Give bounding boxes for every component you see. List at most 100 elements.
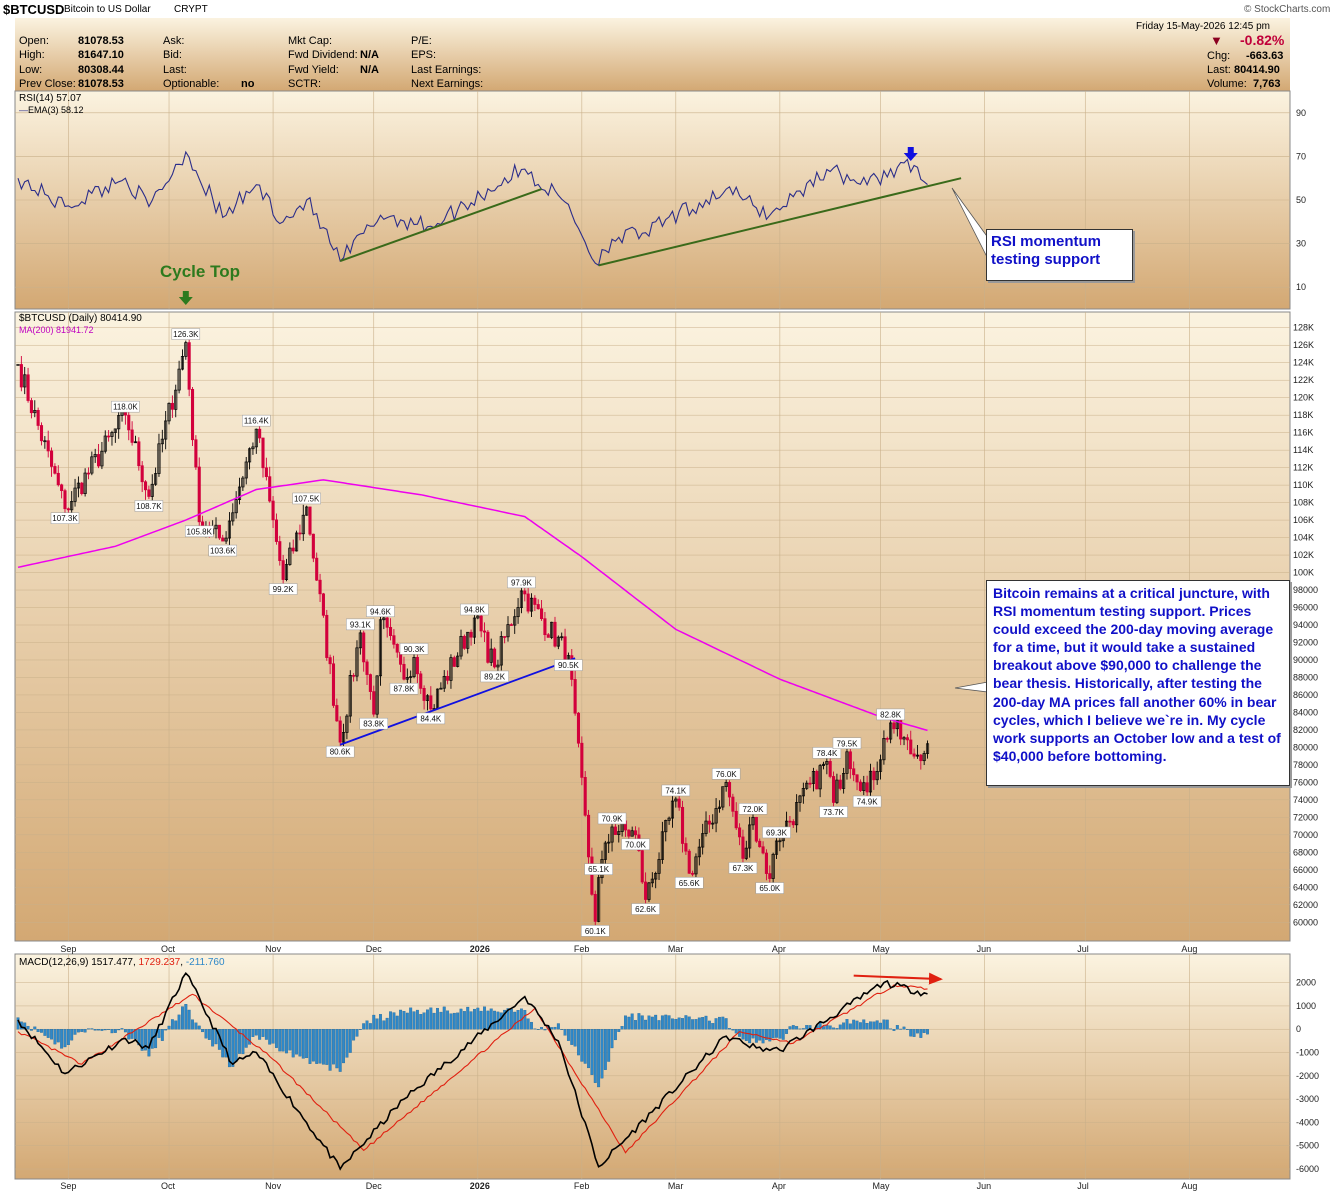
- macd-histogram-bar: [748, 1029, 752, 1044]
- macd-histogram-bar: [885, 1019, 889, 1030]
- swing-label-box: [399, 643, 429, 655]
- swing-label: 65.0K: [759, 884, 781, 893]
- macd-histogram-bar: [117, 1029, 121, 1031]
- candle-body: [922, 753, 926, 762]
- rsi-tick-label: 50: [1296, 195, 1306, 205]
- macd-histogram-bar: [298, 1029, 302, 1057]
- price-tick-label: 116K: [1293, 428, 1313, 438]
- macd-histogram-bar: [922, 1029, 926, 1033]
- macd-histogram-bar: [647, 1015, 651, 1030]
- swing-label-box: [631, 903, 660, 915]
- macd-histogram-bar: [194, 1022, 198, 1030]
- macd-histogram-bar: [295, 1029, 299, 1055]
- swing-label-box: [366, 605, 395, 618]
- price-tick-label: 98000: [1293, 585, 1318, 595]
- macd-histogram-bar: [432, 1012, 436, 1030]
- month-tick-label: 2026: [470, 944, 490, 954]
- macd-histogram-bar: [93, 1029, 97, 1031]
- candle-body: [295, 532, 299, 552]
- macd-histogram-bar: [493, 1010, 497, 1030]
- optionable-label: Optionable:: [163, 78, 220, 90]
- low-value: 80308.44: [78, 64, 124, 76]
- candle-body: [117, 415, 121, 430]
- macd-histogram-bar: [157, 1029, 161, 1038]
- candle-body: [862, 782, 866, 791]
- swing-label-box: [674, 877, 704, 889]
- swing-label: 105.8K: [187, 527, 213, 536]
- macd-histogram-bar: [634, 1020, 637, 1030]
- macd-histogram-bar: [573, 1029, 577, 1047]
- candle-body: [368, 674, 372, 692]
- macd-histogram-bar: [261, 1029, 265, 1037]
- macd-histogram-bar: [832, 1027, 836, 1030]
- candle-body: [157, 443, 161, 474]
- price-tick-label: 92000: [1293, 637, 1318, 647]
- month-tick-label: Sep: [60, 1181, 76, 1191]
- macd-histogram-bar: [238, 1029, 241, 1054]
- macd-histogram-bar: [580, 1029, 584, 1062]
- candle-body: [452, 657, 456, 667]
- macd-histogram-bar: [637, 1013, 641, 1030]
- candle-body: [610, 826, 614, 843]
- macd-legend-label: MACD(12,26,9): [19, 957, 89, 968]
- macd-histogram-bar: [241, 1029, 245, 1055]
- candle-body: [748, 824, 752, 849]
- rsi-tick-label: 10: [1296, 282, 1306, 292]
- candle-body: [915, 754, 920, 757]
- month-tick-label: Jul: [1077, 944, 1089, 954]
- macd-histogram-bar: [909, 1029, 913, 1037]
- swing-label: 65.1K: [588, 865, 610, 874]
- macd-histogram-bar: [311, 1029, 315, 1062]
- macd-histogram-bar: [627, 1016, 631, 1030]
- candle-body: [96, 454, 101, 467]
- swing-label-box: [852, 795, 882, 808]
- candle-body: [375, 675, 379, 715]
- swing-label-box: [711, 768, 741, 780]
- candle-body: [90, 456, 94, 474]
- price-tick-label: 70000: [1293, 830, 1318, 840]
- candle-body: [805, 782, 809, 789]
- swing-label-box: [346, 618, 375, 631]
- candle-body: [315, 557, 319, 581]
- candle-body: [415, 656, 419, 675]
- macd-histogram-bar: [613, 1029, 617, 1041]
- macd-histogram-bar: [741, 1029, 745, 1040]
- ema-legend-text: EMA(3) 58.12: [28, 105, 84, 115]
- down-triangle-icon: ▼: [1210, 33, 1223, 48]
- macd-histogram-bar: [446, 1010, 450, 1030]
- macd-histogram-bar: [560, 1029, 564, 1030]
- month-tick-label: Feb: [574, 944, 590, 954]
- mkt-cap-label: Mkt Cap:: [288, 35, 333, 47]
- macd-histogram-bar: [274, 1029, 278, 1048]
- candle-body: [704, 820, 708, 834]
- candle-body: [751, 816, 755, 826]
- macd-histogram-bar: [660, 1015, 664, 1030]
- cycle-top-arrow-icon: [178, 291, 193, 305]
- candle-body: [540, 608, 544, 620]
- macd-histogram-bar: [258, 1029, 262, 1040]
- candle-body: [127, 414, 131, 431]
- macd-histogram-bar: [681, 1018, 684, 1030]
- macd-histogram-bar: [288, 1029, 292, 1051]
- macd-histogram-bar: [459, 1008, 463, 1030]
- month-tick-label: Dec: [366, 1181, 383, 1191]
- volume-label: Volume:: [1207, 78, 1247, 90]
- swing-label-box: [480, 670, 509, 683]
- macd-histogram-bar: [788, 1026, 792, 1030]
- candle-body: [738, 827, 742, 838]
- macd-histogram-bar: [593, 1029, 597, 1083]
- macd-histogram-bar: [566, 1029, 570, 1041]
- price-tick-label: 90000: [1293, 655, 1318, 665]
- candle-body: [46, 440, 50, 452]
- macd-histogram-bar: [892, 1029, 896, 1031]
- candle-body: [576, 712, 581, 744]
- candle-body: [456, 655, 460, 667]
- candle-body: [580, 742, 584, 778]
- candle-body: [734, 810, 738, 829]
- last-right-value: 80414.90: [1234, 64, 1280, 76]
- candle-body: [707, 820, 711, 825]
- swing-label-box: [812, 747, 842, 759]
- month-tick-label: Nov: [265, 944, 282, 954]
- macd-histogram-bar: [768, 1029, 772, 1042]
- candle-body: [697, 846, 701, 858]
